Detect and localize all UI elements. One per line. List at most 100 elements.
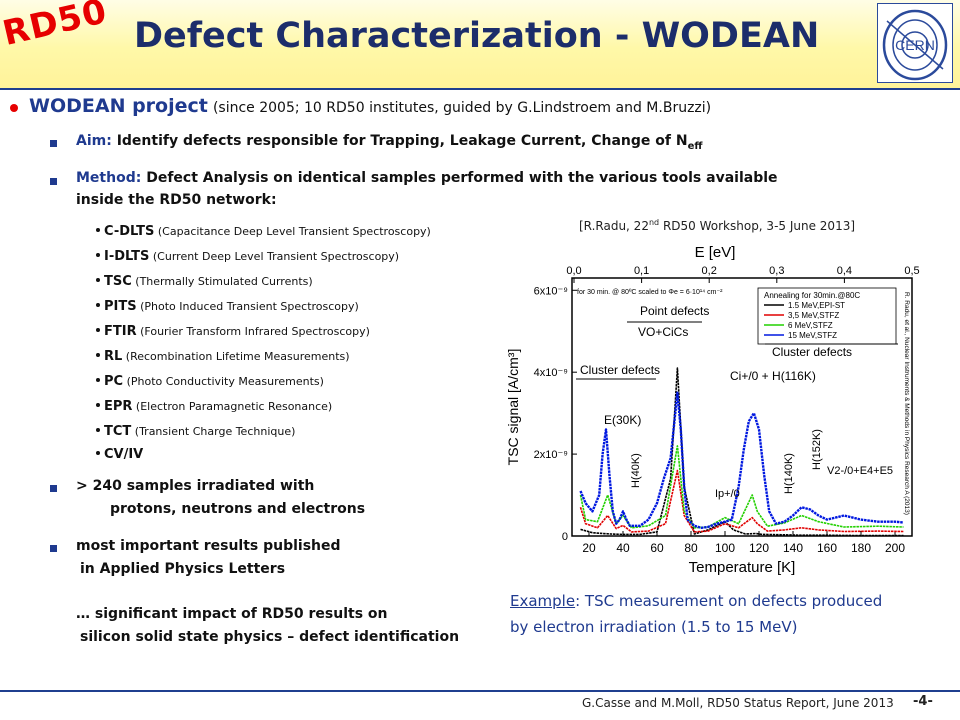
legend-entry: 15 MeV,STFZ <box>788 331 837 340</box>
header-divider <box>0 88 960 90</box>
tool-desc: (Transient Charge Technique) <box>131 425 296 438</box>
method-line-1: Method: Defect Analysis on identical sam… <box>76 170 778 186</box>
legend-entry: 6 MeV,STFZ <box>788 321 833 330</box>
results-line-1: most important results published <box>76 538 341 554</box>
tool-bullet-icon <box>96 228 100 232</box>
annotation-v2: V2-/0+E4+E5 <box>827 465 893 477</box>
tool-bullet-icon <box>96 303 100 307</box>
condition-text: for 30 min. @ 80ºC scaled to Φe = 6·10¹⁴… <box>577 289 723 296</box>
tool-desc: (Photo Conductivity Measurements) <box>123 375 324 388</box>
annotation-h152k: H(152K) <box>811 429 823 470</box>
samples-line-1: > 240 samples irradiated with <box>76 478 315 494</box>
x-tick-label: 180 <box>851 541 871 555</box>
series-line <box>579 391 904 529</box>
tool-bullet-icon <box>96 328 100 332</box>
wodean-head-rest: (since 2005; 10 RD50 institutes, guided … <box>212 100 712 116</box>
example-label: Example <box>510 592 576 610</box>
top-tick-label: 0,1 <box>634 265 649 277</box>
legend-entry: 1.5 MeV,EPI-ST <box>788 301 845 310</box>
red-bullet-icon <box>10 104 18 112</box>
results-line-2: in Applied Physics Letters <box>80 561 286 577</box>
footer-text: G.Casse and M.Moll, RD50 Status Report, … <box>582 696 894 710</box>
tool-desc: (Photo Induced Transient Spectroscopy) <box>136 300 359 313</box>
wodean-bullet: WODEAN project (since 2005; 10 RD50 inst… <box>29 95 711 117</box>
x-tick-label: 80 <box>684 541 698 555</box>
y-tick-label: 6x10⁻⁹ <box>534 285 568 297</box>
aim-label: Aim: <box>76 133 112 149</box>
slide-title: Defect Characterization - WODEAN <box>134 16 820 56</box>
impact-line-1: … significant impact of RD50 results on <box>76 606 388 622</box>
tool-item: EPR (Electron Paramagnetic Resonance) <box>104 395 332 414</box>
x-tick-label: 160 <box>817 541 837 555</box>
top-axis-label: E [eV] <box>695 244 736 261</box>
method-line-2: inside the RD50 network: <box>76 192 277 208</box>
plot-frame <box>571 277 913 537</box>
tool-bullet-icon <box>96 278 100 282</box>
aim-text: Identify defects responsible for Trappin… <box>116 133 688 149</box>
tool-desc: (Thermally Stimulated Currents) <box>131 275 313 288</box>
square-bullet-icon <box>50 545 57 552</box>
annotation-vo: VO+CiCs <box>638 325 688 339</box>
annotation-point-defects: Point defects <box>640 304 709 318</box>
tool-bullet-icon <box>96 353 100 357</box>
y-axis-label: TSC signal [A/cm³] <box>505 349 521 466</box>
annotation-ip: Ip+/0 <box>715 488 740 500</box>
tool-item: PC (Photo Conductivity Measurements) <box>104 370 324 389</box>
tool-item: I-DLTS (Current Deep Level Transient Spe… <box>104 245 399 264</box>
reference-citation: [R.Radu, 22nd RD50 Workshop, 3-5 June 20… <box>579 218 855 233</box>
footer-divider <box>0 690 960 692</box>
tool-item: C-DLTS (Capacitance Deep Level Transient… <box>104 220 431 239</box>
y-tick-label: 4x10⁻⁹ <box>534 367 568 379</box>
reference-sup: nd <box>648 218 660 227</box>
legend-entry: 3,5 MeV,STFZ <box>788 311 839 320</box>
wodean-head: WODEAN project <box>29 95 208 117</box>
annotation-cluster-right: Cluster defects <box>772 345 852 359</box>
x-tick-label: 200 <box>885 541 905 555</box>
example-caption-line-2: by electron irradiation (1.5 to 15 MeV) <box>510 618 798 636</box>
tool-item: RL (Recombination Lifetime Measurements) <box>104 345 350 364</box>
tool-desc: (Capacitance Deep Level Transient Spectr… <box>154 225 431 238</box>
tool-desc: (Recombination Lifetime Measurements) <box>122 350 350 363</box>
page-number: -4- <box>913 694 933 709</box>
annotation-e30k: E(30K) <box>604 413 641 427</box>
tool-desc: (Electron Paramagnetic Resonance) <box>132 400 333 413</box>
tool-abbr: TSC <box>104 274 132 289</box>
x-tick-label: 60 <box>650 541 664 555</box>
x-tick-label: 120 <box>749 541 769 555</box>
series-line <box>579 469 904 533</box>
tool-abbr: PC <box>104 374 124 389</box>
annotation-cluster-left: Cluster defects <box>580 363 660 377</box>
aim-subscript: eff <box>687 140 703 152</box>
method-label: Method: <box>76 170 142 186</box>
square-bullet-icon <box>50 178 57 185</box>
top-tick-label: 0,3 <box>769 265 784 277</box>
cern-logo-text: CERN <box>895 37 935 53</box>
side-citation: R. Radu, et al., Nuclear Instruments & M… <box>903 292 910 515</box>
annotation-h40k: H(40K) <box>630 453 642 488</box>
legend-title: Annealing for 30min.@80C <box>764 291 860 300</box>
tool-abbr: CV/IV <box>104 447 144 462</box>
slide-header <box>0 0 960 88</box>
cern-logo: CERN <box>877 3 953 83</box>
tool-abbr: TCT <box>104 424 132 439</box>
tool-abbr: FTIR <box>104 324 137 339</box>
x-tick-label: 100 <box>715 541 735 555</box>
tool-desc: (Fourier Transform Infrared Spectroscopy… <box>136 325 370 338</box>
tool-abbr: PITS <box>104 299 137 314</box>
tool-abbr: RL <box>104 349 123 364</box>
tool-item: FTIR (Fourier Transform Infrared Spectro… <box>104 320 370 339</box>
tool-bullet-icon <box>96 403 100 407</box>
series-line <box>580 367 904 537</box>
y-tick-label: 2x10⁻⁹ <box>534 449 568 461</box>
x-axis-label: Temperature [K] <box>689 559 796 576</box>
tool-bullet-icon <box>96 451 100 455</box>
square-bullet-icon <box>50 485 57 492</box>
method-text: Defect Analysis on identical samples per… <box>146 170 778 186</box>
tool-item: PITS (Photo Induced Transient Spectrosco… <box>104 295 359 314</box>
tsc-chart-svg: 20 40 60 80 100 120 140 160 180 200 0 2x10⁻⁹ 4x10⁻⁹ 6… <box>505 244 920 576</box>
samples-line-2: protons, neutrons and electrons <box>110 501 366 517</box>
tool-item: TSC (Thermally Stimulated Currents) <box>104 270 313 289</box>
reference-pre: [R.Radu, 22 <box>579 219 649 233</box>
top-tick-label: 0,2 <box>702 265 717 277</box>
tool-bullet-icon <box>96 378 100 382</box>
